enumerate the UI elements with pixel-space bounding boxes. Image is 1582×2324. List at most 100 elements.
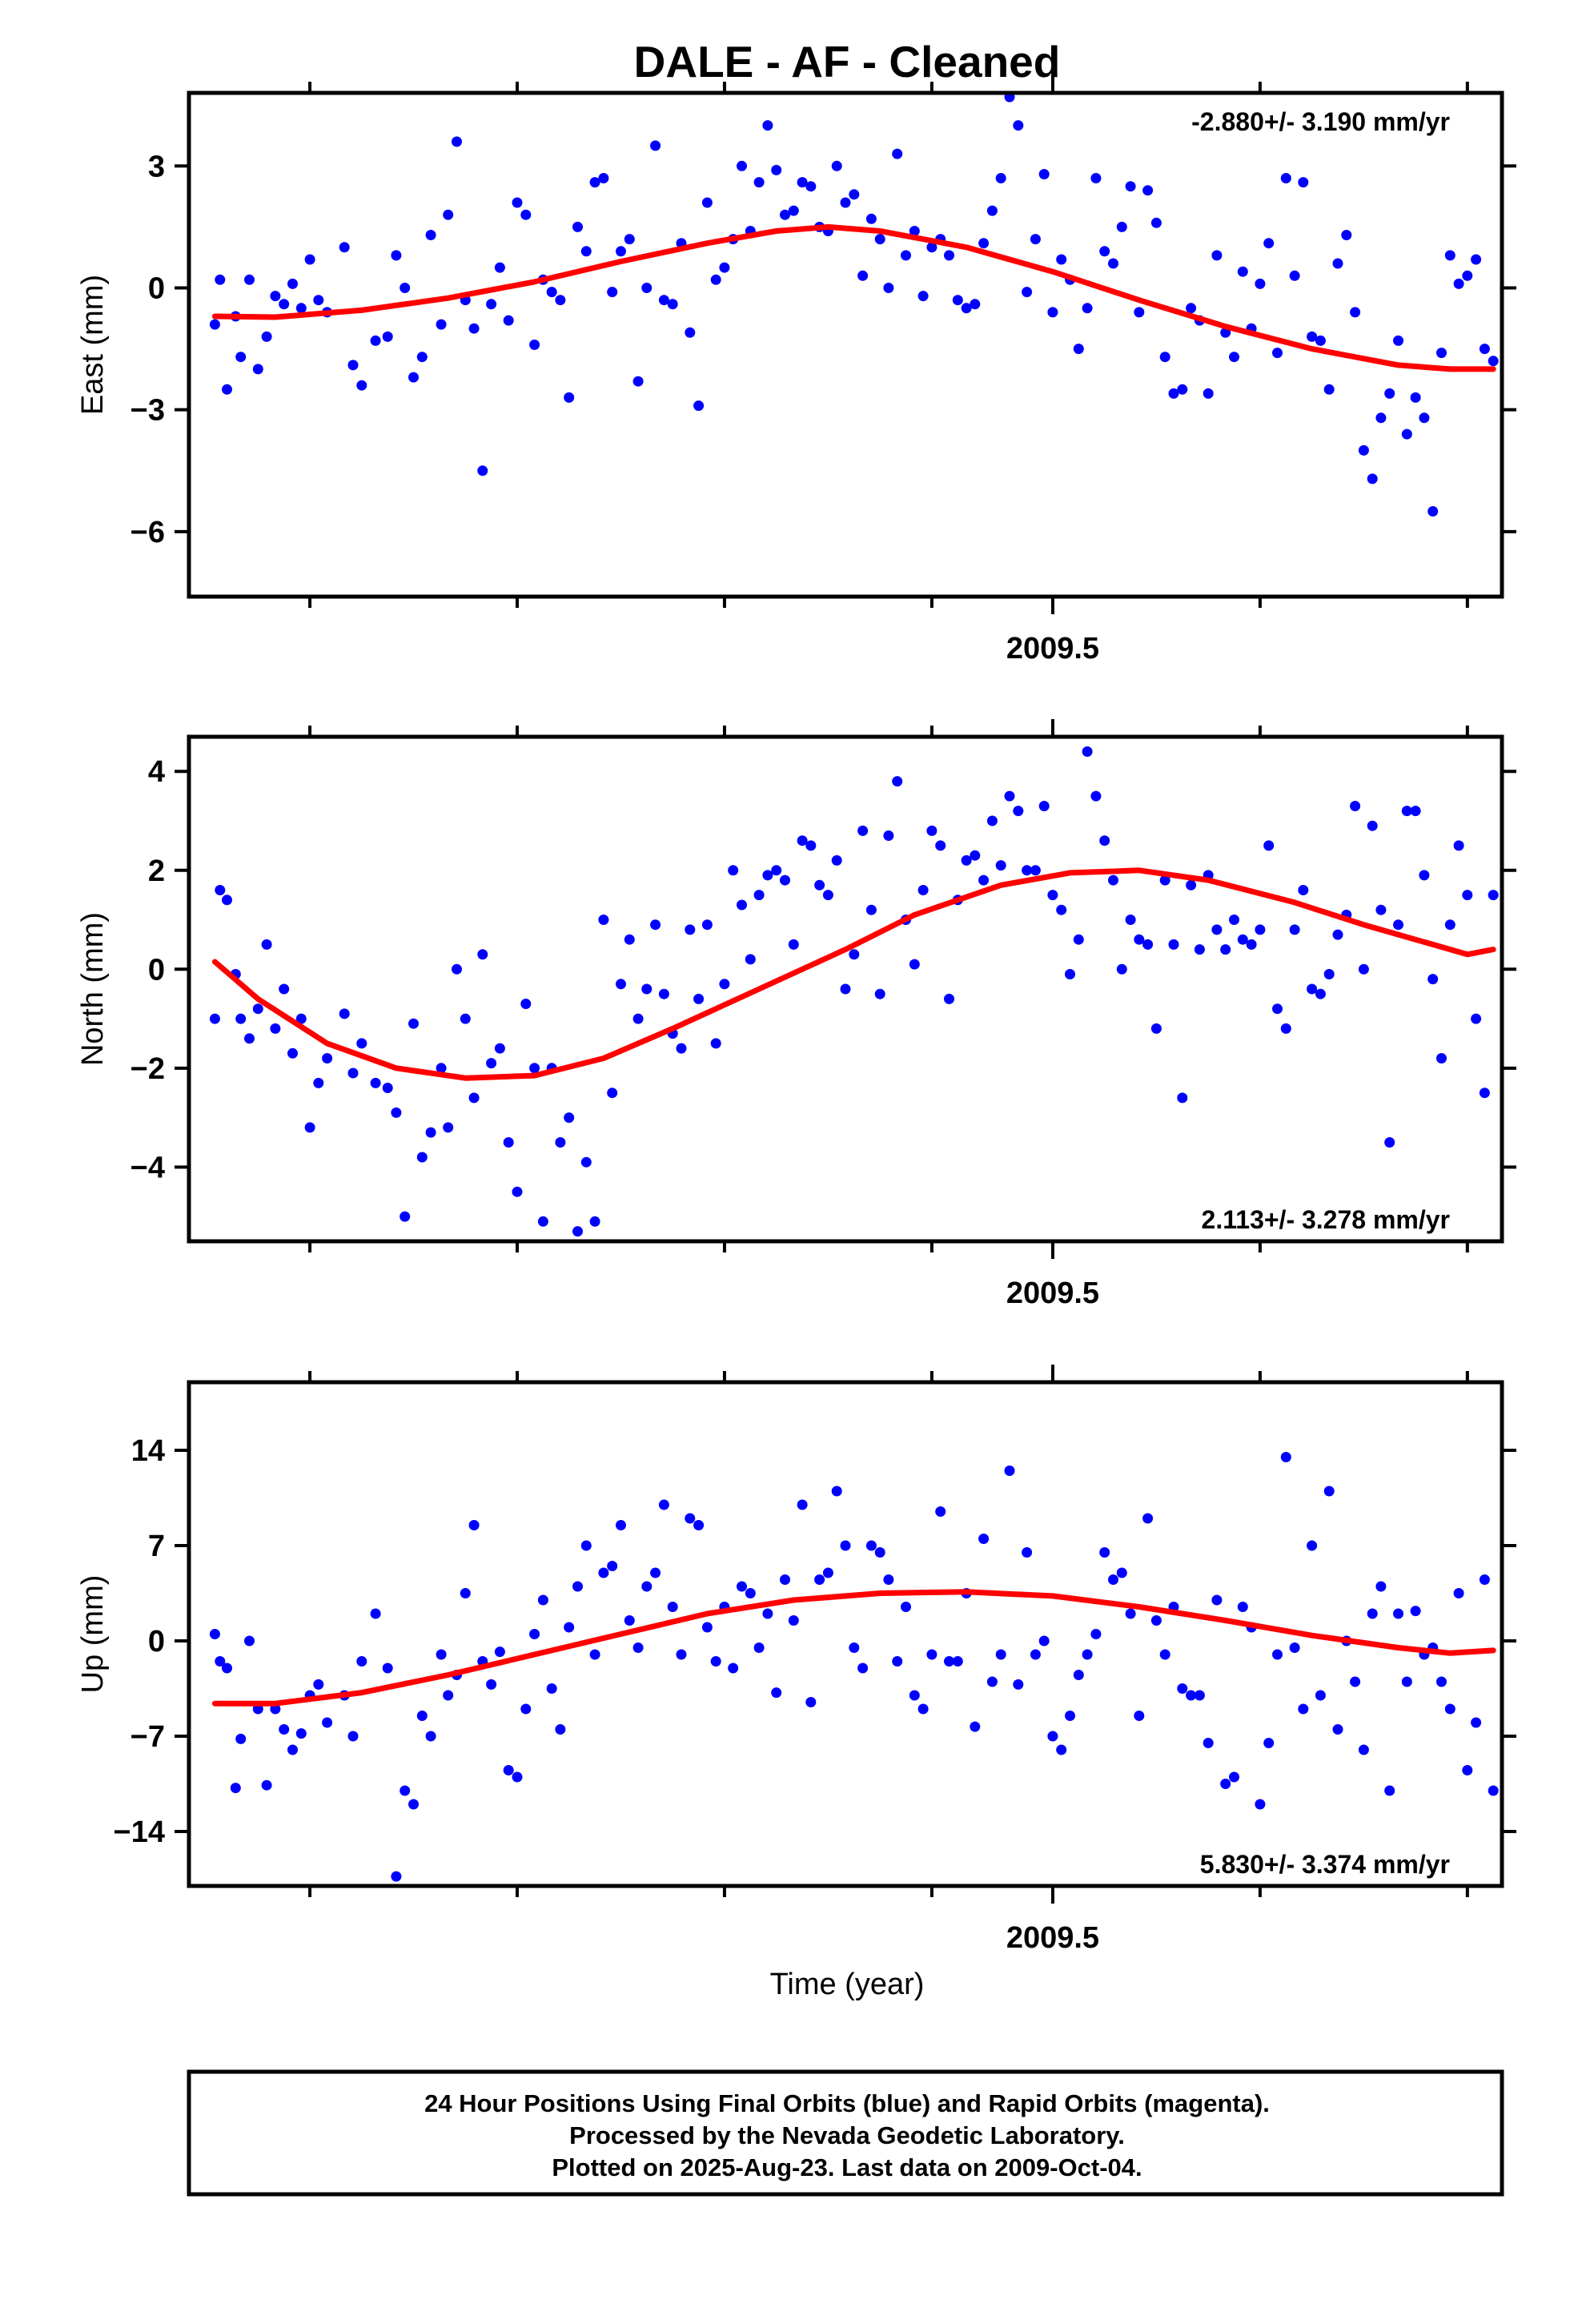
data-point — [607, 287, 618, 298]
data-point — [215, 885, 226, 895]
data-point — [1289, 1642, 1300, 1653]
data-points — [209, 93, 1499, 517]
data-point — [512, 1771, 523, 1783]
data-point — [222, 895, 232, 906]
data-point — [270, 1703, 281, 1715]
data-point — [1350, 801, 1361, 811]
data-point — [1186, 303, 1197, 314]
data-point — [287, 1744, 298, 1755]
data-point — [1444, 250, 1456, 261]
data-point — [1272, 1649, 1283, 1660]
data-point — [313, 295, 324, 306]
data-point — [1410, 1606, 1421, 1617]
data-point — [762, 120, 773, 131]
data-point — [408, 372, 419, 383]
data-point — [452, 136, 462, 147]
data-point — [1375, 904, 1387, 915]
data-point — [1393, 335, 1403, 346]
data-point — [1307, 983, 1318, 995]
data-point — [1186, 1690, 1197, 1701]
plot-frame — [187, 734, 1504, 1244]
data-point — [287, 1047, 298, 1059]
data-point — [313, 1679, 324, 1690]
x-tick-label: 2009.5 — [1006, 1921, 1099, 1955]
data-point — [503, 315, 514, 326]
data-point — [1307, 1540, 1318, 1551]
data-point — [1116, 963, 1127, 975]
data-point — [1358, 963, 1369, 975]
data-point — [400, 1211, 411, 1222]
data-point — [788, 1615, 799, 1626]
data-point — [416, 352, 428, 363]
data-point — [408, 1799, 419, 1810]
data-point — [598, 173, 609, 183]
data-point — [512, 1186, 523, 1197]
data-point — [995, 173, 1006, 183]
rate-annotation: 5.830+/- 3.374 mm/yr — [1200, 1850, 1450, 1879]
y-tick-label: −7 — [130, 1720, 165, 1754]
data-point — [1177, 1683, 1188, 1694]
data-point — [1323, 969, 1335, 979]
data-point — [1332, 258, 1343, 269]
data-point — [408, 1018, 419, 1029]
data-point — [632, 1013, 644, 1024]
data-point — [624, 934, 635, 945]
data-point — [468, 1092, 480, 1104]
plot-frame — [187, 1380, 1504, 1888]
data-point — [589, 1649, 600, 1660]
data-point — [460, 1013, 471, 1024]
data-points — [209, 1452, 1499, 1882]
data-point — [1255, 1799, 1266, 1810]
data-point — [252, 1003, 263, 1015]
data-point — [477, 949, 488, 960]
data-point — [667, 1602, 678, 1612]
data-point — [1471, 254, 1482, 265]
data-point — [425, 1731, 436, 1742]
data-point — [279, 983, 290, 995]
data-point — [710, 1038, 721, 1049]
data-point — [520, 1703, 532, 1715]
data-point — [753, 1642, 765, 1653]
data-point — [1038, 169, 1050, 179]
data-point — [1194, 944, 1205, 955]
x-tick-label: 2009.5 — [1006, 1277, 1099, 1310]
data-point — [1375, 412, 1387, 424]
data-point — [295, 1013, 307, 1024]
data-point — [416, 1711, 428, 1721]
data-point — [1159, 875, 1170, 886]
data-point — [1116, 221, 1127, 232]
data-point — [1471, 1717, 1482, 1728]
data-point — [1229, 352, 1239, 363]
data-point — [737, 1581, 747, 1592]
data-point — [840, 983, 851, 995]
data-point — [624, 234, 635, 245]
data-point — [1056, 904, 1067, 915]
data-point — [849, 189, 860, 200]
y-tick-label: 3 — [148, 150, 165, 183]
data-point — [753, 177, 765, 188]
data-point — [788, 939, 799, 950]
data-point — [1073, 344, 1084, 355]
data-point — [701, 1622, 713, 1633]
data-point — [555, 1137, 566, 1148]
footer-box — [187, 2069, 1504, 2197]
data-point — [1065, 969, 1075, 979]
panel-3: 14 7 0 −7 −14 2009.5 Up (mm) 5.830+/- 3.374 mm/… — [76, 1365, 1516, 1955]
data-point — [693, 993, 705, 1004]
data-point — [926, 242, 938, 253]
data-point — [261, 1779, 272, 1791]
data-point — [970, 1721, 981, 1732]
data-point — [1082, 746, 1093, 757]
data-point — [1125, 181, 1136, 192]
data-point — [520, 209, 532, 220]
data-point — [209, 1629, 220, 1639]
data-point — [1047, 307, 1058, 318]
data-point — [370, 1077, 381, 1088]
data-point — [1453, 1588, 1464, 1598]
data-point — [589, 177, 600, 188]
data-point — [944, 250, 954, 261]
data-point — [658, 295, 669, 306]
data-point — [564, 1622, 575, 1633]
data-point — [970, 850, 981, 861]
data-point — [1367, 820, 1378, 831]
